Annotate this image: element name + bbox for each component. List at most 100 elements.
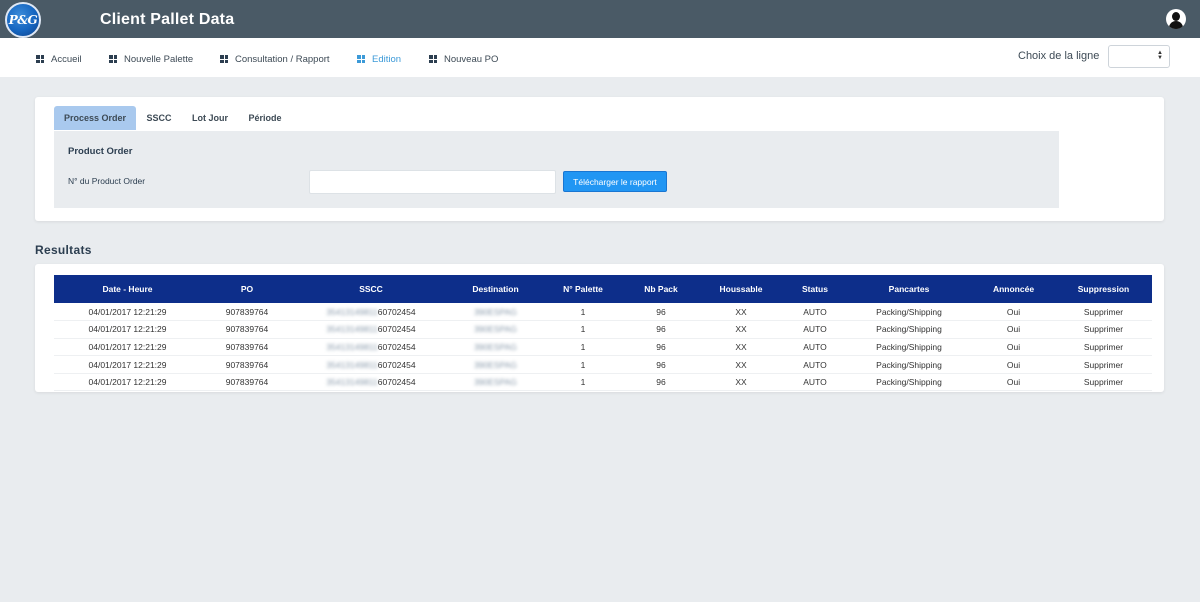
nav-item-label: Consultation / Rapport	[235, 53, 330, 65]
cell-date: 04/01/2017 12:21:29	[88, 359, 167, 370]
cell-date: 04/01/2017 12:21:29	[88, 341, 167, 352]
sscc-visible: 60702454	[377, 306, 416, 317]
col-header-status[interactable]: Status	[802, 284, 828, 294]
cell-destination: 390ESPAG	[449, 338, 542, 356]
col-header-sscc[interactable]: SSCC	[359, 284, 383, 294]
delete-link[interactable]: Supprimer	[1083, 324, 1124, 335]
sscc-redacted: 35413149811	[326, 324, 378, 335]
app-title: Client Pallet Data	[100, 11, 235, 28]
tab-process-order[interactable]: Process Order	[54, 106, 136, 130]
dashboard-icon	[36, 55, 44, 63]
cell-status: AUTO	[803, 341, 827, 352]
po-field-label: N° du Product Order	[68, 176, 146, 186]
nav-item-accueil[interactable]: Accueil	[36, 52, 82, 66]
cell-houssable: XX	[735, 324, 747, 335]
cell-po: 907839764	[225, 306, 269, 317]
cell-pancartes: Packing/Shipping	[876, 359, 942, 370]
sscc-redacted: 35413149811	[326, 377, 378, 388]
destination-redacted: 390ESPAG	[474, 359, 517, 370]
cell-annoncee: Oui	[1006, 359, 1021, 370]
col-header-palette[interactable]: N° Palette	[563, 284, 603, 294]
sscc-redacted: 35413149811	[326, 306, 378, 317]
nav-item-nouveau-po[interactable]: Nouveau PO	[429, 52, 498, 66]
download-report-button[interactable]: Télécharger le rapport	[563, 171, 667, 192]
cell-nb-pack: 96	[656, 359, 666, 370]
tab-lot-jour[interactable]: Lot Jour	[192, 113, 228, 123]
app-header: P&G Client Pallet Data	[0, 0, 1200, 38]
cell-date: 04/01/2017 12:21:29	[88, 377, 167, 388]
tab-sscc[interactable]: SSCC	[146, 113, 172, 123]
table-row: 04/01/2017 12:21:29 907839764 3541314981…	[54, 356, 1152, 374]
delete-link[interactable]: Supprimer	[1083, 359, 1124, 370]
logo-text: P&G	[8, 13, 38, 27]
cell-status: AUTO	[803, 324, 827, 335]
cell-houssable: XX	[735, 359, 747, 370]
cell-destination: 390ESPAG	[449, 373, 542, 391]
tab-periode[interactable]: Période	[248, 113, 282, 123]
cell-pancartes: Packing/Shipping	[876, 377, 942, 388]
cell-po: 907839764	[225, 377, 269, 388]
cell-palette: 1	[580, 324, 586, 335]
results-table: Date - Heure PO SSCC Destination N° Pale…	[54, 275, 1152, 391]
cell-sscc: 3541314981160702454	[293, 356, 449, 374]
sscc-visible: 60702454	[377, 341, 416, 352]
sscc-visible: 60702454	[377, 377, 416, 388]
col-header-nb-pack[interactable]: Nb Pack	[644, 284, 678, 294]
cell-destination: 390ESPAG	[449, 356, 542, 374]
cell-houssable: XX	[735, 377, 747, 388]
destination-redacted: 390ESPAG	[474, 306, 517, 317]
cell-palette: 1	[580, 306, 586, 317]
cell-status: AUTO	[803, 306, 827, 317]
cell-date: 04/01/2017 12:21:29	[88, 324, 167, 335]
cell-houssable: XX	[735, 341, 747, 352]
cell-po: 907839764	[225, 341, 269, 352]
cell-destination: 390ESPAG	[449, 303, 542, 321]
cell-annoncee: Oui	[1006, 324, 1021, 335]
cell-annoncee: Oui	[1006, 341, 1021, 352]
col-header-pancartes[interactable]: Pancartes	[888, 284, 930, 294]
nav-item-label: Nouvelle Palette	[124, 53, 194, 65]
nav-item-label: Edition	[372, 53, 402, 65]
sscc-visible: 60702454	[377, 359, 416, 370]
cell-pancartes: Packing/Shipping	[876, 341, 942, 352]
line-select-label: Choix de la ligne	[1018, 50, 1100, 62]
nav-item-label: Accueil	[51, 53, 82, 65]
nav-item-nouvelle-palette[interactable]: Nouvelle Palette	[109, 52, 193, 66]
table-row: 04/01/2017 12:21:29 907839764 3541314981…	[54, 303, 1152, 321]
dashboard-icon	[357, 55, 365, 63]
col-header-annoncee[interactable]: Annoncée	[992, 284, 1035, 294]
dashboard-icon	[429, 55, 437, 63]
cell-palette: 1	[580, 341, 586, 352]
delete-link[interactable]: Supprimer	[1083, 306, 1124, 317]
cell-sscc: 3541314981160702454	[293, 373, 449, 391]
col-header-suppression[interactable]: Suppression	[1077, 284, 1130, 294]
cell-nb-pack: 96	[656, 324, 666, 335]
cell-status: AUTO	[803, 377, 827, 388]
delete-link[interactable]: Supprimer	[1083, 377, 1124, 388]
po-number-input[interactable]	[309, 170, 556, 194]
table-row: 04/01/2017 12:21:29 907839764 3541314981…	[54, 338, 1152, 356]
cell-date: 04/01/2017 12:21:29	[88, 306, 167, 317]
dashboard-icon	[220, 55, 228, 63]
cell-annoncee: Oui	[1006, 306, 1021, 317]
cell-sscc: 3541314981160702454	[293, 321, 449, 339]
line-select[interactable]: ▲ ▼	[1108, 45, 1170, 68]
cell-pancartes: Packing/Shipping	[876, 306, 942, 317]
col-header-po[interactable]: PO	[240, 284, 254, 294]
col-header-date[interactable]: Date - Heure	[102, 284, 153, 294]
cell-destination: 390ESPAG	[449, 321, 542, 339]
nav-item-consultation-rapport[interactable]: Consultation / Rapport	[220, 52, 330, 66]
delete-link[interactable]: Supprimer	[1083, 341, 1124, 352]
nav-item-edition[interactable]: Edition	[357, 52, 401, 66]
sscc-visible: 60702454	[377, 324, 416, 335]
col-header-destination[interactable]: Destination	[472, 284, 519, 294]
cell-sscc: 3541314981160702454	[293, 303, 449, 321]
user-avatar-icon[interactable]	[1166, 9, 1186, 29]
col-header-houssable[interactable]: Houssable	[719, 284, 763, 294]
cell-po: 907839764	[225, 324, 269, 335]
cell-nb-pack: 96	[656, 306, 666, 317]
tab-panel	[54, 131, 1059, 208]
results-card	[35, 264, 1164, 392]
dashboard-icon	[109, 55, 117, 63]
destination-redacted: 390ESPAG	[474, 341, 517, 352]
